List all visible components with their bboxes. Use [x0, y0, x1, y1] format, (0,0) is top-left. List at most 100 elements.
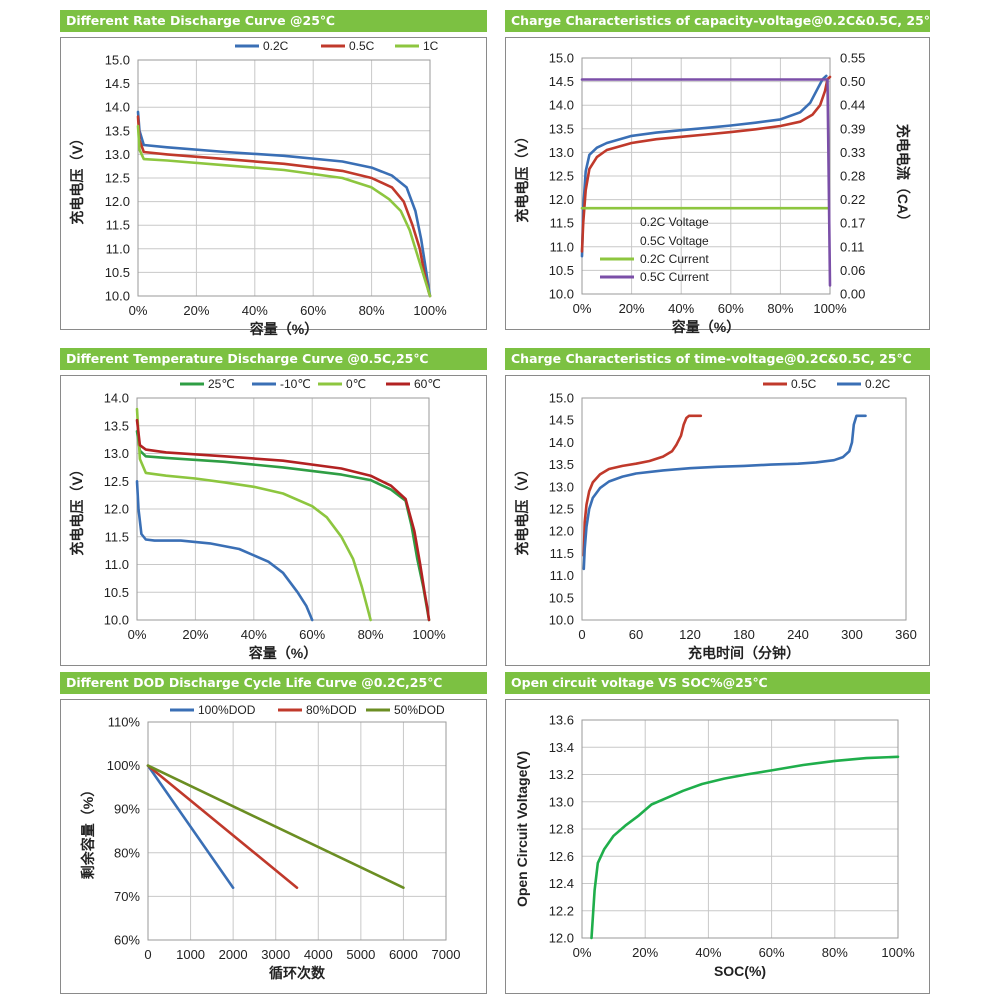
y2-tick-label: 0.00 — [840, 287, 865, 302]
chart-time-voltage-charge: 0 60 120 180 240 300 360 10.0 10.5 11.0 11.5 12.0 12… — [514, 377, 917, 661]
x-tick-label: 4000 — [304, 947, 333, 962]
panel-title: Open circuit voltage VS SOC%@25℃ — [505, 672, 930, 694]
y-tick-label: 70% — [114, 889, 140, 904]
x-tick-label: 60% — [759, 945, 785, 960]
x-tick-label: 100% — [413, 303, 447, 318]
y-tick-label: 13.0 — [105, 147, 130, 162]
y2-tick-label: 0.39 — [840, 121, 865, 136]
y-tick-label: 80% — [114, 845, 140, 860]
panel-ocv-soc: Open circuit voltage VS SOC%@25℃ 0% 20% 40… — [505, 672, 930, 994]
series-line-1C — [136, 124, 432, 298]
y-axis-title: 充电电压（V） — [69, 462, 85, 555]
y-tick-label: 11.5 — [106, 218, 130, 233]
x-tick-label: 240 — [787, 627, 809, 642]
x-axis-title: 循环次数 — [269, 965, 326, 981]
x-tick-label: 40% — [668, 301, 694, 316]
y-tick-label: 13.5 — [104, 418, 129, 433]
series-line-0-5C — [582, 414, 703, 557]
y-tick-label: 10.5 — [104, 585, 129, 600]
y-tick-label: 13.0 — [549, 145, 574, 160]
y-tick-label: 110% — [108, 715, 141, 730]
y-tick-label: 12.0 — [549, 524, 574, 539]
y-tick-label: 14.5 — [105, 76, 130, 91]
legend-label: 1C — [423, 39, 439, 53]
y-tick-label: 12.0 — [104, 502, 129, 517]
panel-title: Charge Characteristics of time-voltage@0… — [505, 348, 930, 370]
y2-tick-label: 0.50 — [840, 74, 865, 89]
x-tick-label: 100% — [412, 627, 446, 642]
legend-label: 0.5C — [791, 377, 817, 391]
legend-label: 0.2C Voltage — [640, 215, 709, 229]
y-tick-label: 13.5 — [549, 121, 574, 136]
x-axis-title: 容量（%） — [249, 321, 318, 337]
x-tick-label: 0 — [578, 627, 585, 642]
legend-label: 0℃ — [346, 377, 366, 391]
chart-dod-cycle-life: 0 1000 2000 3000 4000 5000 6000 7000 60% 70% 80% 90… — [80, 703, 461, 981]
x-tick-label: 40% — [695, 945, 721, 960]
x-tick-label: 40% — [241, 627, 267, 642]
y-tick-label: 12.5 — [549, 169, 574, 184]
y-tick-label: 10.5 — [105, 265, 130, 280]
x-tick-label: 2000 — [219, 947, 248, 962]
panel-title: Charge Characteristics of capacity-volta… — [505, 10, 930, 32]
y-tick-label: 13.0 — [549, 794, 574, 809]
y-tick-label: 12.5 — [104, 474, 129, 489]
y-tick-label: 14.5 — [549, 74, 574, 89]
y-tick-label: 10.5 — [549, 263, 574, 278]
y-tick-label: 12.4 — [549, 876, 574, 891]
y-tick-label: 11.5 — [550, 216, 574, 231]
panel-capacity-voltage-charge: Charge Characteristics of capacity-volta… — [505, 10, 930, 336]
y-tick-label: 90% — [114, 802, 140, 817]
y-tick-label: 13.2 — [549, 767, 574, 782]
series-line-0-5C — [136, 115, 432, 298]
y-tick-label: 13.6 — [549, 713, 574, 728]
y2-tick-label: 0.22 — [840, 192, 865, 207]
y-tick-label: 15.0 — [549, 391, 574, 406]
series-line-0- — [135, 407, 372, 622]
y-tick-label: 11.0 — [105, 557, 129, 572]
chart-capacity-voltage-charge: 0% 20% 40% 60% 80% 100% 10.0 10.5 11.0 11.5 12.0 12… — [514, 51, 911, 336]
x-tick-label: 7000 — [432, 947, 461, 962]
series-line-100-DOD — [146, 764, 235, 889]
y-tick-label: 11.5 — [105, 529, 129, 544]
legend-label: 0.5C Current — [640, 270, 709, 284]
x-tick-label: 120 — [679, 627, 701, 642]
x-tick-label: 6000 — [389, 947, 418, 962]
panel-title: Different Temperature Discharge Curve @0… — [60, 348, 487, 370]
x-tick-label: 180 — [733, 627, 755, 642]
plot-frame — [581, 57, 831, 295]
x-tick-label: 0 — [144, 947, 151, 962]
x-tick-label: 0% — [128, 627, 147, 642]
y-tick-label: 12.2 — [549, 903, 574, 918]
y2-tick-label: 0.06 — [840, 263, 865, 278]
y-tick-label: 10.0 — [549, 613, 574, 628]
y-tick-label: 12.0 — [549, 931, 574, 946]
y2-tick-label: 0.55 — [840, 51, 865, 66]
y-tick-label: 14.0 — [549, 98, 574, 113]
y-axis-title: 充电电压（V） — [69, 131, 85, 224]
legend-label: 0.5C Voltage — [640, 234, 709, 248]
panel-rate-discharge: Different Rate Discharge Curve @25℃ 0% 20… — [60, 10, 487, 337]
x-tick-label: 20% — [183, 303, 209, 318]
y-tick-label: 10.0 — [105, 289, 130, 304]
y-tick-label: 11.0 — [550, 239, 574, 254]
y-tick-label: 12.5 — [105, 171, 130, 186]
plot-frame — [136, 397, 430, 621]
series-line--10- — [135, 480, 314, 622]
x-tick-label: 0% — [573, 945, 592, 960]
plot-frame — [147, 721, 447, 941]
y-axis-title: Open Circuit Voltage(V) — [514, 751, 530, 907]
x-tick-label: 100% — [881, 945, 915, 960]
x-tick-label: 80% — [822, 945, 848, 960]
y-tick-label: 11.5 — [550, 546, 574, 561]
legend-label: 0.2C Current — [640, 252, 709, 266]
x-tick-label: 20% — [619, 301, 645, 316]
x-tick-label: 5000 — [346, 947, 375, 962]
series-line-0-2C-Voltage — [580, 74, 828, 258]
y-tick-label: 12.8 — [549, 822, 574, 837]
x-tick-label: 0% — [129, 303, 148, 318]
y-tick-label: 14.0 — [104, 391, 129, 406]
legend-label: 0.2C — [865, 377, 891, 391]
y-tick-label: 15.0 — [549, 51, 574, 66]
x-tick-label: 60% — [300, 303, 326, 318]
